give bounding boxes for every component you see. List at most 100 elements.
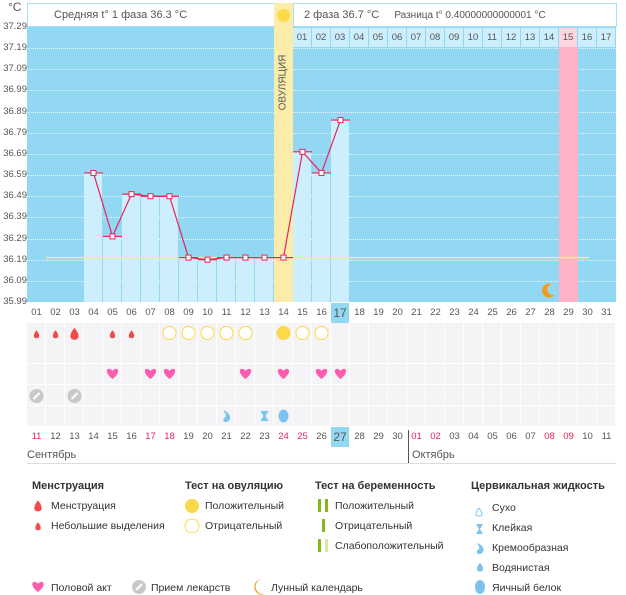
symbol-cell[interactable] (597, 406, 615, 426)
symbol-cell[interactable] (350, 406, 368, 426)
symbol-cell[interactable] (350, 343, 368, 363)
symbol-cell[interactable] (407, 364, 425, 384)
symbol-cell[interactable] (84, 385, 102, 405)
symbol-cell[interactable] (502, 343, 520, 363)
date-label[interactable]: 03 (449, 431, 460, 442)
symbol-cell[interactable] (350, 385, 368, 405)
date-label[interactable]: 23 (259, 431, 270, 442)
symbol-cell[interactable] (426, 323, 444, 343)
day-label[interactable]: 02 (50, 307, 61, 318)
date-label[interactable]: 18 (164, 431, 175, 442)
date-label[interactable]: 14 (88, 431, 99, 442)
symbol-cell[interactable] (122, 406, 140, 426)
symbol-cell[interactable] (464, 323, 482, 343)
date-label[interactable]: 16 (126, 431, 137, 442)
symbol-cell[interactable] (597, 343, 615, 363)
symbol-cell[interactable] (65, 406, 83, 426)
symbol-cell[interactable] (46, 406, 64, 426)
symbol-cell[interactable] (426, 406, 444, 426)
symbol-cell[interactable] (559, 406, 577, 426)
symbol-cell[interactable] (293, 343, 311, 363)
symbol-cell[interactable] (198, 406, 216, 426)
date-label[interactable]: 29 (373, 431, 384, 442)
symbol-cell[interactable] (65, 343, 83, 363)
symbol-cell[interactable] (483, 343, 501, 363)
symbol-cell[interactable] (369, 323, 387, 343)
symbol-cell[interactable] (179, 385, 197, 405)
symbol-cell[interactable] (407, 385, 425, 405)
symbol-cell[interactable] (293, 385, 311, 405)
symbol-cell[interactable] (84, 343, 102, 363)
symbol-cell[interactable] (597, 323, 615, 343)
symbol-cell[interactable] (388, 343, 406, 363)
day-label[interactable]: 31 (601, 307, 612, 318)
symbol-cell[interactable] (331, 406, 349, 426)
symbol-cell[interactable] (521, 364, 539, 384)
symbol-cell[interactable] (426, 343, 444, 363)
symbol-cell[interactable] (578, 385, 596, 405)
symbol-cell[interactable] (388, 406, 406, 426)
symbol-cell[interactable] (84, 406, 102, 426)
symbol-cell[interactable] (312, 406, 330, 426)
symbol-cell[interactable] (160, 385, 178, 405)
day-label[interactable]: 12 (240, 307, 251, 318)
day-label[interactable]: 06 (126, 307, 137, 318)
symbol-cell[interactable] (141, 343, 159, 363)
symbol-cell[interactable] (502, 323, 520, 343)
date-label[interactable]: 20 (202, 431, 213, 442)
symbol-cell[interactable] (369, 385, 387, 405)
symbol-cell[interactable] (502, 406, 520, 426)
symbol-cell[interactable] (559, 343, 577, 363)
symbol-cell[interactable] (103, 343, 121, 363)
day-label[interactable]: 26 (506, 307, 517, 318)
symbol-cell[interactable] (274, 385, 292, 405)
symbol-cell[interactable] (236, 343, 254, 363)
symbol-cell[interactable] (521, 343, 539, 363)
day-label[interactable]: 24 (468, 307, 479, 318)
symbol-cell[interactable] (103, 385, 121, 405)
date-label[interactable]: 09 (563, 431, 574, 442)
symbol-cell[interactable] (312, 343, 330, 363)
symbol-cell[interactable] (331, 343, 349, 363)
symbol-cell[interactable] (388, 364, 406, 384)
date-label[interactable]: 30 (392, 431, 403, 442)
symbol-cell[interactable] (122, 385, 140, 405)
date-label[interactable]: 28 (354, 431, 365, 442)
day-label[interactable]: 07 (145, 307, 156, 318)
day-label[interactable]: 28 (544, 307, 555, 318)
symbol-cell[interactable] (255, 343, 273, 363)
date-label[interactable]: 13 (69, 431, 80, 442)
day-label[interactable]: 01 (31, 307, 42, 318)
symbol-cell[interactable] (407, 343, 425, 363)
symbol-cell[interactable] (540, 323, 558, 343)
day-label[interactable]: 18 (354, 307, 365, 318)
symbol-cell[interactable] (331, 385, 349, 405)
symbol-cell[interactable] (236, 406, 254, 426)
symbol-cell[interactable] (350, 364, 368, 384)
symbol-cell[interactable] (369, 406, 387, 426)
symbol-cell[interactable] (540, 406, 558, 426)
symbol-cell[interactable] (122, 364, 140, 384)
date-label[interactable]: 22 (240, 431, 251, 442)
symbol-cell[interactable] (369, 364, 387, 384)
symbol-cell[interactable] (274, 343, 292, 363)
day-label[interactable]: 25 (487, 307, 498, 318)
symbol-cell[interactable] (65, 364, 83, 384)
day-label[interactable]: 04 (88, 307, 99, 318)
symbol-cell[interactable] (426, 364, 444, 384)
symbol-cell[interactable] (388, 385, 406, 405)
day-label[interactable]: 11 (221, 307, 232, 318)
symbol-cell[interactable] (464, 385, 482, 405)
date-label[interactable]: 27 (331, 427, 349, 447)
symbol-cell[interactable] (578, 364, 596, 384)
symbol-cell[interactable] (407, 323, 425, 343)
symbol-cell[interactable] (521, 323, 539, 343)
day-label[interactable]: 10 (202, 307, 213, 318)
date-label[interactable]: 07 (525, 431, 536, 442)
symbol-cell[interactable] (160, 343, 178, 363)
day-label[interactable]: 13 (259, 307, 270, 318)
date-label[interactable]: 08 (544, 431, 555, 442)
symbol-cell[interactable] (198, 385, 216, 405)
symbol-cell[interactable] (179, 343, 197, 363)
symbol-cell[interactable] (84, 323, 102, 343)
